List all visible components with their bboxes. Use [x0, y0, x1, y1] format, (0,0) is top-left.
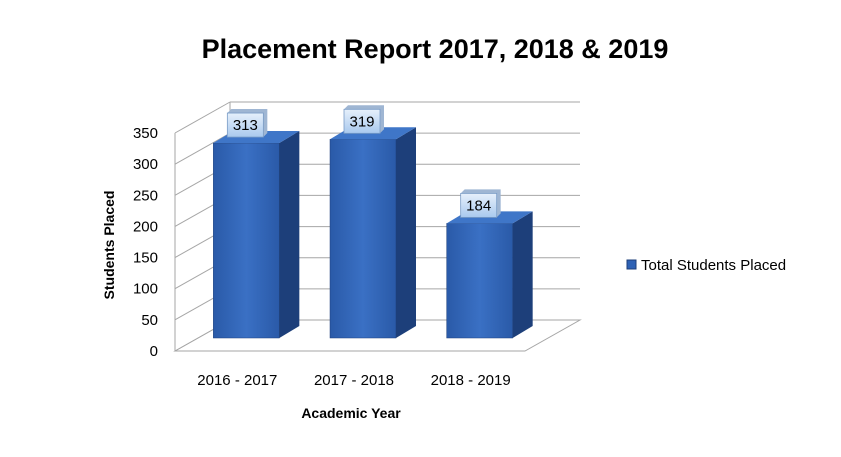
x-tick-label: 2018 - 2019 — [431, 372, 511, 389]
gridline-side — [174, 101, 231, 134]
y-axis-ticks: 0 50 100 150 200 250 300 350 — [133, 125, 158, 360]
data-label: 313 — [233, 117, 258, 134]
bar — [329, 139, 397, 339]
gridline-side — [174, 132, 231, 165]
y-tick-label: 200 — [133, 218, 158, 235]
bar-side — [279, 131, 300, 338]
bar — [213, 142, 280, 339]
bars: 313 319 184 — [213, 105, 533, 339]
data-label: 184 — [466, 197, 491, 214]
y-tick-label: 250 — [133, 187, 158, 204]
x-axis-ticks: 2016 - 2017 2017 - 2018 2018 - 2019 — [197, 372, 510, 389]
data-label: 319 — [349, 113, 374, 130]
legend-label: Total Students Placed — [641, 257, 786, 274]
y-tick-label: 350 — [133, 125, 158, 142]
y-tick-label: 100 — [133, 281, 158, 298]
y-tick-label: 0 — [150, 343, 158, 360]
data-label-box — [343, 108, 381, 134]
y-axis-title: Students Placed — [101, 191, 117, 300]
data-label-box — [460, 192, 498, 218]
bar — [446, 223, 513, 339]
legend-swatch — [626, 259, 637, 270]
bar-side — [512, 211, 533, 338]
chart-title: Placement Report 2017, 2018 & 2019 — [202, 34, 669, 64]
floor — [173, 319, 582, 352]
legend: Total Students Placed — [626, 257, 786, 274]
x-axis-title: Academic Year — [301, 405, 401, 421]
y-tick-label: 50 — [141, 312, 158, 329]
x-tick-label: 2017 - 2018 — [314, 372, 394, 389]
y-tick-label: 150 — [133, 250, 158, 267]
data-label-box — [226, 112, 264, 138]
x-tick-label: 2016 - 2017 — [197, 372, 277, 389]
y-tick-label: 300 — [133, 156, 158, 173]
bar-side — [396, 127, 416, 339]
